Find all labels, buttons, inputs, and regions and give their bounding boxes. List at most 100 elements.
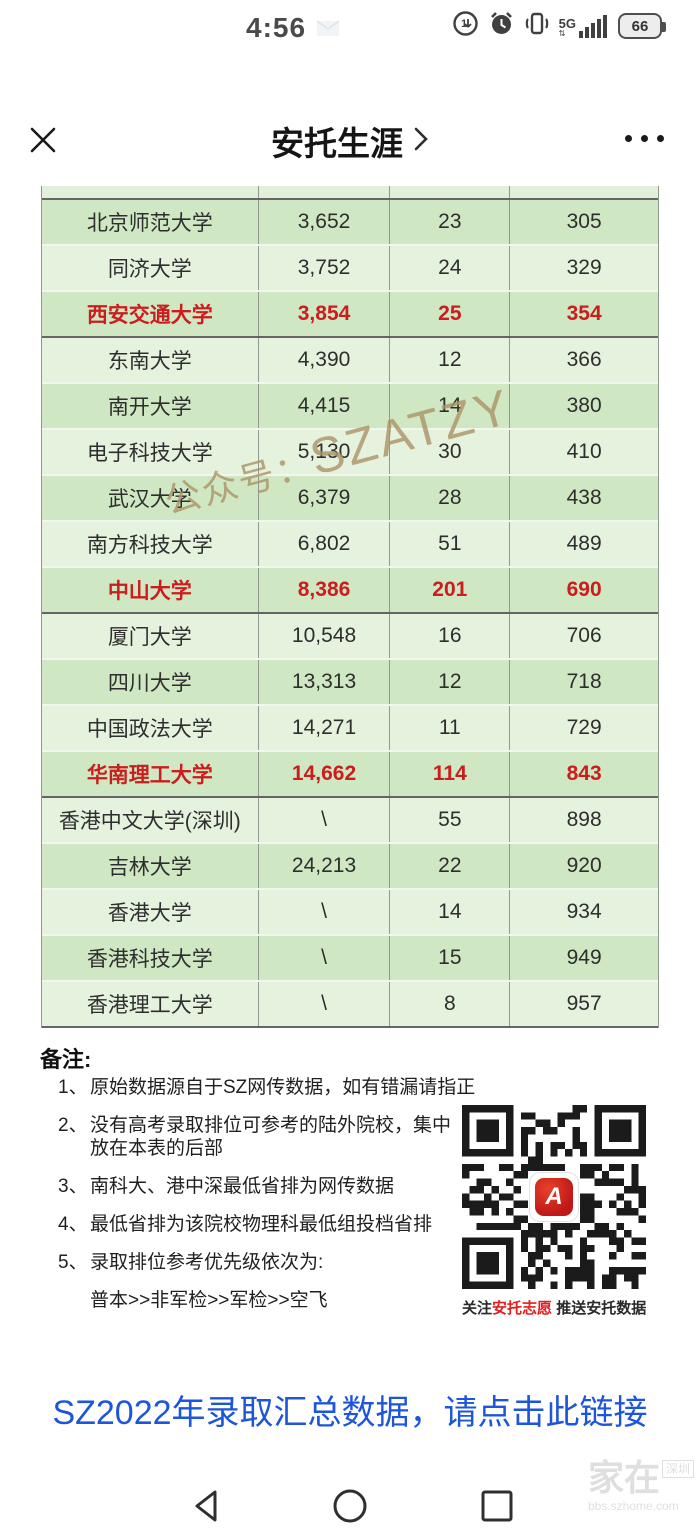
alarm-icon xyxy=(488,10,515,42)
note-text: 南科大、港中深最低省排为网传数据 xyxy=(90,1176,395,1197)
table-row: 北京师范大学 3,652 23 305 xyxy=(42,200,658,246)
cell-value: 438 xyxy=(566,486,602,509)
university-name: 南开大学 xyxy=(42,384,259,428)
table-row: 吉林大学 24,213 22 920 xyxy=(42,844,658,890)
summary-data-link[interactable]: SZ2022年录取汇总数据，请点击此链接 xyxy=(52,1394,648,1432)
note-item: 1、 原始数据源自于SZ网传数据，如有错漏请指正 xyxy=(58,1076,478,1099)
university-name: 电子科技大学 xyxy=(42,430,259,474)
clock-time: 4:56 xyxy=(246,12,307,43)
table-row: 香港科技大学 \ 15 949 xyxy=(42,936,658,982)
mail-icon xyxy=(316,20,340,42)
university-name: 香港大学 xyxy=(42,890,259,934)
battery-percent: 66 xyxy=(631,17,649,35)
cell-value: 305 xyxy=(566,210,602,233)
cell-value: 25 xyxy=(390,292,511,336)
qr-caption-prefix: 关注 xyxy=(462,1300,493,1317)
cell-value: 55 xyxy=(390,798,511,842)
cell-value: 729 xyxy=(566,716,602,739)
note-item: 5、 录取排位参考优先级依次为: xyxy=(58,1251,478,1274)
note-text: 原始数据源自于SZ网传数据，如有错漏请指正 xyxy=(90,1077,476,1098)
university-name: 香港中文大学(深圳) xyxy=(42,798,259,842)
table-row: 东南大学 4,390 12 366 xyxy=(42,338,658,384)
note-number: 3、 xyxy=(58,1176,88,1197)
cell-value: 201 xyxy=(390,568,511,612)
admission-table-body: 北京师范大学 3,652 23 305 同济大学 3,752 24 329 西安交通大学 3,85… xyxy=(42,200,658,1028)
cell-value: 15 xyxy=(390,936,511,980)
table-row: 中国政法大学 14,271 11 729 xyxy=(42,706,658,752)
nav-back-icon[interactable] xyxy=(188,1487,226,1530)
table-row: 西安交通大学 3,854 25 354 xyxy=(42,292,658,338)
university-name: 华南理工大学 xyxy=(42,752,259,796)
battery-icon: 66 xyxy=(618,13,666,39)
cell-value: 12 xyxy=(390,660,511,704)
cell-value: 3,652 xyxy=(259,200,391,244)
cell-value: 366 xyxy=(566,348,602,371)
table-row: 同济大学 3,752 24 329 xyxy=(42,246,658,292)
table-row: 南方科技大学 6,802 51 489 xyxy=(42,522,658,568)
page-title: 安托生涯 xyxy=(271,125,403,162)
cell-value: 354 xyxy=(566,302,602,325)
cell-value: 6,379 xyxy=(259,476,391,520)
close-icon[interactable] xyxy=(26,123,60,162)
university-name: 北京师范大学 xyxy=(42,200,259,244)
cell-value: 3,854 xyxy=(259,292,391,336)
cell-value: 4,415 xyxy=(259,384,391,428)
note-number: 2、 xyxy=(58,1115,88,1136)
cell-value: 8,386 xyxy=(259,568,391,612)
cell-value: 8 xyxy=(390,982,511,1026)
note-text: 没有高考录取排位可参考的陆外院校，集中 放在本表的后部 xyxy=(90,1115,452,1159)
cell-value: 13,313 xyxy=(259,660,391,704)
more-menu-icon[interactable] xyxy=(625,135,664,142)
note-text: 普本>>非军检>>军检>>空飞 xyxy=(90,1290,328,1311)
svg-text:1: 1 xyxy=(461,18,467,30)
admission-table: 北京师范大学 3,652 23 305 同济大学 3,752 24 329 西安交通大学 3,85… xyxy=(41,186,659,1028)
university-name: 香港理工大学 xyxy=(42,982,259,1026)
cell-value: \ xyxy=(259,982,391,1026)
cell-value: 22 xyxy=(390,844,511,888)
note-item: 2、 没有高考录取排位可参考的陆外院校，集中 放在本表的后部 xyxy=(58,1114,478,1160)
note-number xyxy=(58,1289,90,1312)
note-number: 1、 xyxy=(58,1077,88,1098)
data-saver-icon: 1 xyxy=(452,10,479,42)
cell-value: 30 xyxy=(390,430,511,474)
network-type-label: 5G xyxy=(558,16,576,31)
cell-value: 329 xyxy=(566,256,602,279)
table-top-partial-row xyxy=(42,186,658,200)
cell-value: 949 xyxy=(566,946,602,969)
chevron-right-icon[interactable] xyxy=(413,125,429,158)
note-item: 3、 南科大、港中深最低省排为网传数据 xyxy=(58,1175,478,1198)
university-name: 四川大学 xyxy=(42,660,259,704)
cell-value: \ xyxy=(259,890,391,934)
nav-home-icon[interactable] xyxy=(331,1487,369,1530)
table-row: 中山大学 8,386 201 690 xyxy=(42,568,658,614)
cell-value: 24,213 xyxy=(259,844,391,888)
cell-value: 410 xyxy=(566,440,602,463)
table-row: 电子科技大学 5,130 30 410 xyxy=(42,430,658,476)
site-watermark-badge: 深圳 xyxy=(661,1460,694,1478)
site-watermark-url: bbs.szhome.com xyxy=(587,1499,679,1513)
cell-value: 3,752 xyxy=(259,246,391,290)
table-row: 武汉大学 6,379 28 438 xyxy=(42,476,658,522)
university-name: 香港科技大学 xyxy=(42,936,259,980)
site-watermark-name: 家在 xyxy=(587,1457,660,1498)
qr-logo-letter: A xyxy=(545,1183,563,1210)
cell-value: 28 xyxy=(390,476,511,520)
cell-value: 12 xyxy=(390,338,511,382)
cell-value: 14 xyxy=(390,384,511,428)
cell-value: 934 xyxy=(566,900,602,923)
university-name: 厦门大学 xyxy=(42,614,259,658)
note-text: 录取排位参考优先级依次为: xyxy=(90,1252,324,1273)
cell-value: 51 xyxy=(390,522,511,566)
vibrate-icon xyxy=(524,10,550,42)
cell-value: 380 xyxy=(566,394,602,417)
cell-value: 11 xyxy=(390,706,511,750)
app-header: 安托生涯 xyxy=(0,105,700,177)
site-watermark: 家在 深圳 bbs.szhome.com xyxy=(588,1460,694,1512)
notes-list: 1、 原始数据源自于SZ网传数据，如有错漏请指正 2、 没有高考录取排位可参考的陆外院… xyxy=(58,1076,478,1327)
nav-recent-icon[interactable] xyxy=(478,1487,516,1530)
table-row: 南开大学 4,415 14 380 xyxy=(42,384,658,430)
cell-value: 920 xyxy=(566,854,602,877)
cell-value: 898 xyxy=(566,808,602,831)
cell-value: 14 xyxy=(390,890,511,934)
